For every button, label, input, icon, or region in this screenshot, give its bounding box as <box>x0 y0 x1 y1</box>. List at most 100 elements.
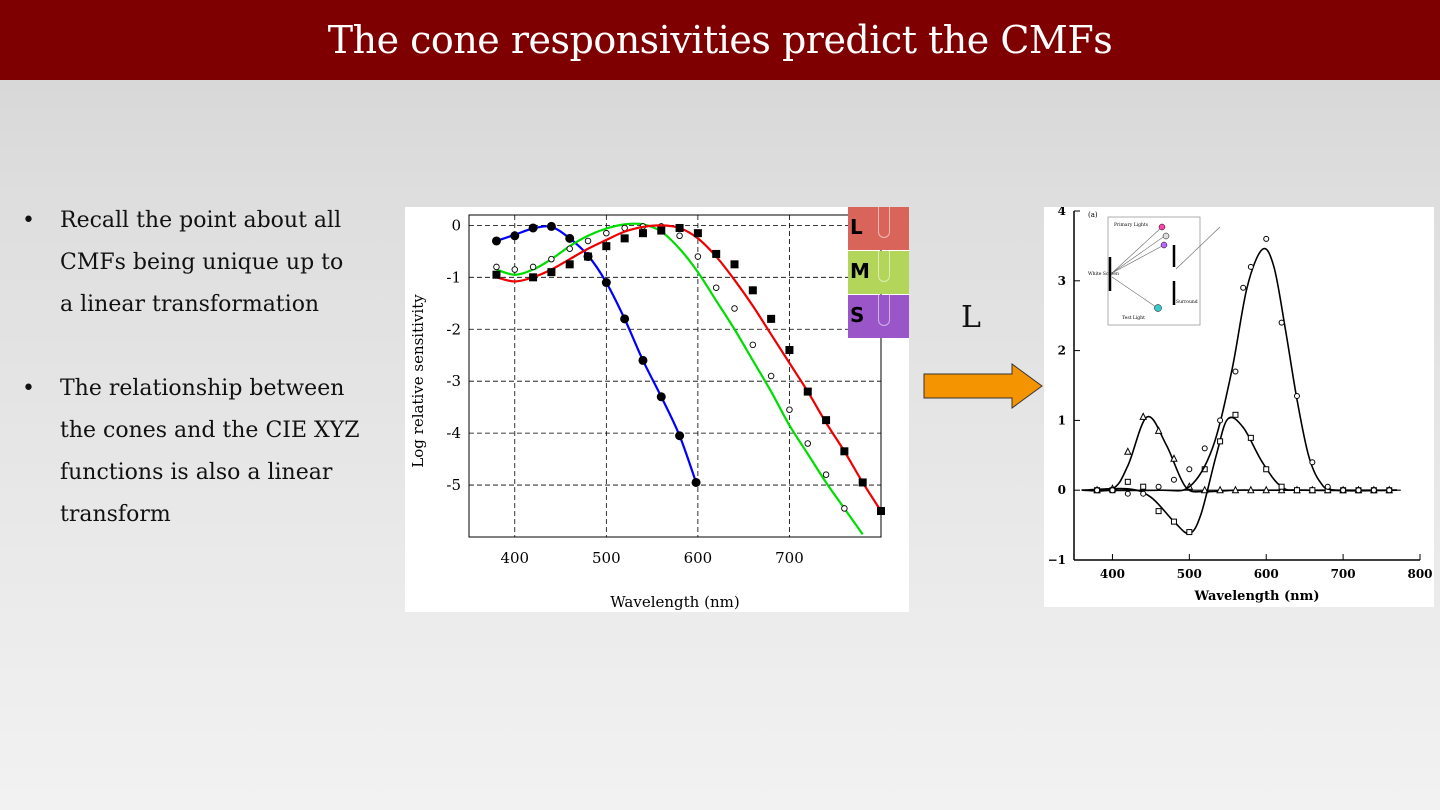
data-point <box>767 372 775 380</box>
series-curve <box>496 224 882 512</box>
cone-label-m: M <box>848 251 909 294</box>
data-point <box>638 355 648 365</box>
data-point <box>749 341 757 349</box>
series-curve <box>1081 247 1397 492</box>
tube-icon <box>878 295 890 326</box>
data-point <box>691 477 701 487</box>
y-axis-label: Log relative sensitivity <box>409 294 427 468</box>
data-point <box>493 263 500 271</box>
data-point <box>822 416 831 425</box>
data-point <box>804 440 812 447</box>
transform-label: L <box>961 300 981 335</box>
data-point <box>877 507 885 516</box>
y-tick-label: 0 <box>1058 483 1066 497</box>
series-curve <box>496 222 864 536</box>
data-point <box>1386 487 1393 494</box>
x-tick-label: 700 <box>1331 567 1356 581</box>
x-tick-label: 400 <box>1100 567 1125 581</box>
y-tick-label: 1 <box>1058 413 1066 427</box>
bullet-item: • The relationship between the cones and … <box>20 368 360 536</box>
data-point <box>748 286 757 295</box>
x-tick-label: 800 <box>1407 567 1432 581</box>
data-point <box>528 223 538 233</box>
data-point <box>1170 518 1177 525</box>
y-tick-label: -2 <box>446 320 461 338</box>
x-tick-label: 600 <box>1254 567 1279 581</box>
data-point <box>1247 263 1254 270</box>
data-point <box>1278 319 1285 326</box>
data-point <box>712 249 721 258</box>
data-point <box>1309 487 1316 494</box>
cone-label-l: L <box>848 207 909 250</box>
light-ray <box>1111 226 1163 274</box>
light-ray <box>1111 244 1165 274</box>
y-tick-label: 0 <box>451 216 461 234</box>
data-point <box>786 406 793 414</box>
data-point <box>1293 487 1300 494</box>
data-point <box>1094 487 1101 494</box>
title-bar: The cone responsivities predict the CMFs <box>0 0 1440 80</box>
data-point <box>1186 466 1193 473</box>
primary-light-icon <box>1162 232 1170 240</box>
x-tick-label: 500 <box>592 549 621 567</box>
data-point <box>1201 445 1208 452</box>
data-point <box>548 255 555 263</box>
y-tick-label: -5 <box>446 476 461 494</box>
bullet-marker: • <box>22 376 35 401</box>
data-point <box>1262 485 1271 494</box>
tube-icon <box>878 207 890 238</box>
data-point <box>803 387 812 396</box>
data-point <box>675 431 685 441</box>
data-point <box>731 305 738 312</box>
data-point <box>602 242 611 251</box>
data-point <box>638 229 647 238</box>
data-point <box>1170 454 1178 462</box>
data-point <box>822 471 830 478</box>
series-curve <box>1081 416 1397 535</box>
data-point <box>1186 529 1193 536</box>
data-point <box>510 231 520 241</box>
data-point <box>620 314 630 324</box>
data-point <box>767 314 776 323</box>
data-point <box>858 478 867 487</box>
data-point <box>1232 368 1239 375</box>
light-ray <box>1175 226 1221 270</box>
data-point <box>840 447 849 456</box>
inset-label: Surround <box>1176 299 1198 305</box>
bullet-list: • Recall the point about all CMFs being u… <box>20 200 360 578</box>
data-point <box>620 234 629 243</box>
y-tick-label: −1 <box>1048 553 1066 567</box>
test-light-icon <box>1154 304 1162 312</box>
data-point <box>492 270 501 279</box>
data-point <box>511 266 519 273</box>
x-tick-label: 500 <box>1177 567 1202 581</box>
data-point <box>694 253 702 260</box>
data-point <box>547 268 556 277</box>
data-point <box>1370 487 1377 494</box>
cone-label-s: S <box>848 295 909 338</box>
y-tick-label: 4 <box>1058 207 1066 218</box>
data-point <box>730 260 739 269</box>
inset-frame <box>1107 216 1201 326</box>
y-tick-label: -4 <box>446 424 461 442</box>
data-point <box>1355 487 1362 494</box>
inset-label: White Screen <box>1088 271 1119 277</box>
data-point <box>565 260 574 269</box>
plot-frame <box>468 214 882 538</box>
data-point <box>601 278 611 288</box>
data-point <box>1293 392 1300 399</box>
data-point <box>529 273 538 282</box>
data-point <box>785 346 794 355</box>
bullet-text: The relationship between the cones and t… <box>60 376 360 527</box>
data-point <box>1278 483 1285 490</box>
x-axis-label: Wavelength (nm) <box>1194 589 1320 604</box>
data-point <box>712 284 720 291</box>
bullet-item: • Recall the point about all CMFs being u… <box>20 200 360 326</box>
x-tick-label: 700 <box>775 549 804 567</box>
data-point <box>1124 478 1131 485</box>
bullet-text: Recall the point about all CMFs being un… <box>60 208 344 317</box>
x-axis-label: Wavelength (nm) <box>610 593 739 611</box>
data-point <box>546 221 556 231</box>
inset-label: Test Light <box>1122 315 1145 321</box>
data-point <box>1140 483 1147 490</box>
